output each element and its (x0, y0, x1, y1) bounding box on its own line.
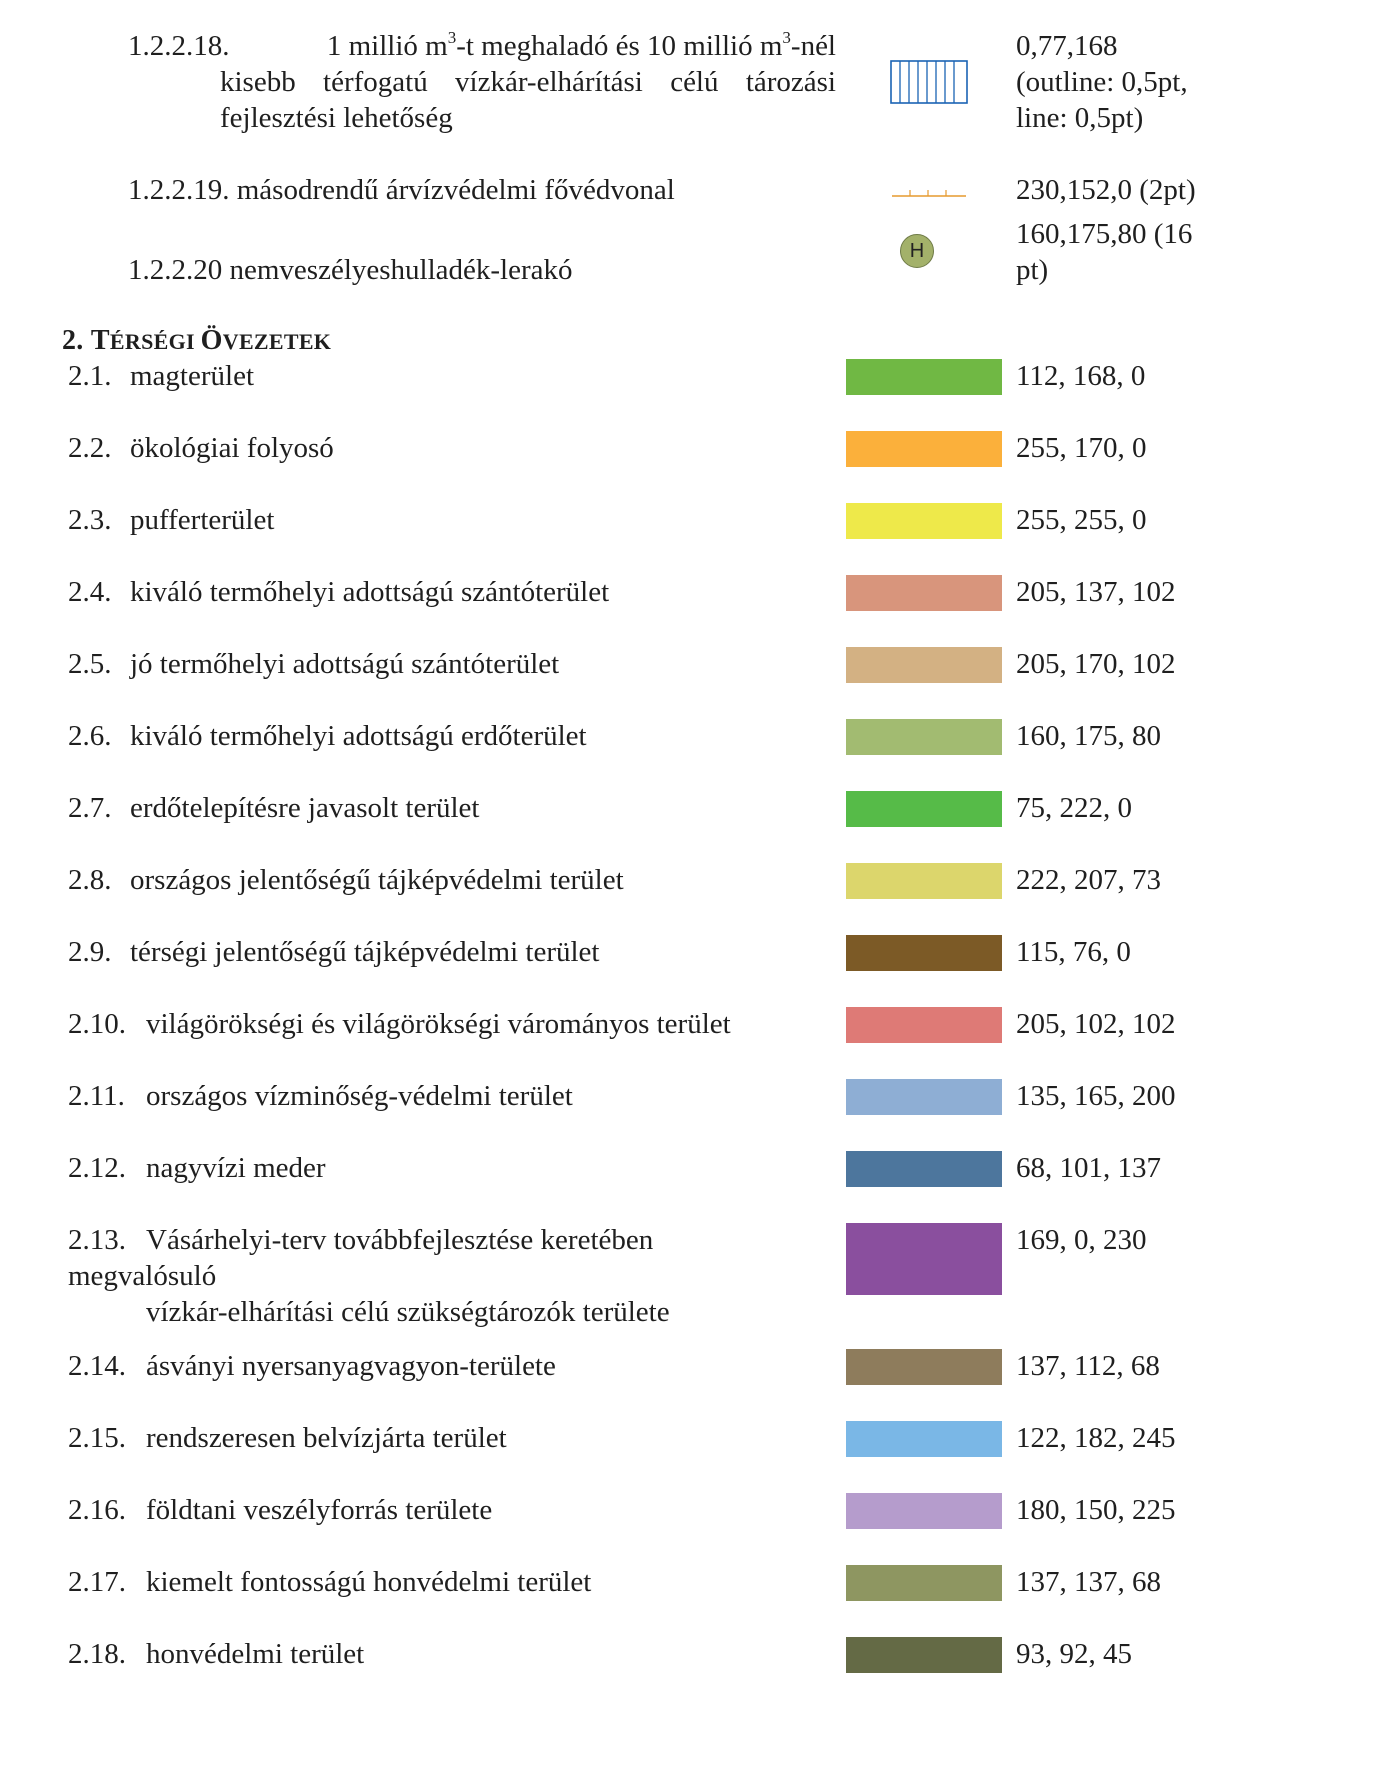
zone-rgb-value: 205, 137, 102 (1016, 576, 1176, 608)
zone-label: Vásárhelyi-terv továbbfejlesztése kereté… (146, 1224, 654, 1256)
zone-label: világörökségi és világörökségi várományo… (146, 1008, 731, 1040)
zone-rgb-value: 205, 102, 102 (1016, 1008, 1176, 1040)
waste-site-symbol-icon: H (900, 234, 934, 268)
item-18-text-line2: kisebb térfogatú vízkár-elhárítási célú … (220, 66, 836, 98)
item-18-value-line3: line: 0,5pt) (1016, 102, 1144, 134)
item-18-text-line1: 1 millió m3-t meghaladó és 10 millió m3-… (326, 28, 836, 62)
zone-label: magterület (130, 360, 255, 392)
zone-rgb-value: 137, 112, 68 (1016, 1350, 1160, 1382)
zone-number: 2.4. (68, 576, 112, 608)
zone-label: erdőtelepítésre javasolt terület (130, 792, 480, 824)
zone-color-swatch (846, 575, 1002, 611)
zone-rgb-value: 135, 165, 200 (1016, 1080, 1176, 1112)
item-19-value: 230,152,0 (2pt) (1016, 174, 1196, 206)
zone-color-swatch (846, 791, 1002, 827)
zone-label: kiváló termőhelyi adottságú erdőterület (130, 720, 587, 752)
zone-color-swatch (846, 503, 1002, 539)
zone-rgb-value: 112, 168, 0 (1016, 360, 1146, 392)
zone-color-swatch (846, 1493, 1002, 1529)
zone-label: honvédelmi terület (146, 1638, 365, 1670)
zone-number: 2.13. (68, 1224, 126, 1256)
zone-label-line2: megvalósuló (68, 1260, 217, 1292)
zone-label: nagyvízi meder (146, 1152, 326, 1184)
zone-color-swatch (846, 1421, 1002, 1457)
zone-number: 2.11. (68, 1080, 125, 1112)
zone-rgb-value: 122, 182, 245 (1016, 1422, 1176, 1454)
zone-number: 2.7. (68, 792, 112, 824)
section-heading: 2. TÉRSÉGI ÖVEZETEK (62, 325, 332, 356)
zone-number: 2.9. (68, 936, 112, 968)
zone-label: kiváló termőhelyi adottságú szántóterüle… (130, 576, 610, 608)
zone-label: országos vízminőség-védelmi terület (146, 1080, 573, 1112)
zone-number: 2.17. (68, 1566, 126, 1598)
zone-rgb-value: 169, 0, 230 (1016, 1224, 1147, 1256)
dike-line-symbol-icon (892, 190, 966, 197)
zone-number: 2.15. (68, 1422, 126, 1454)
zone-color-swatch (846, 1349, 1002, 1385)
zone-color-swatch (846, 863, 1002, 899)
zone-number: 2.16. (68, 1494, 126, 1526)
zone-number: 2.6. (68, 720, 112, 752)
item-20-value-line1: 160,175,80 (16 (1016, 218, 1193, 250)
zone-label: pufferterület (130, 504, 275, 536)
zone-label: ökológiai folyosó (130, 432, 334, 464)
zone-color-swatch (846, 1151, 1002, 1187)
zone-number: 2.2. (68, 432, 112, 464)
zone-rgb-value: 205, 170, 102 (1016, 648, 1176, 680)
zone-rgb-value: 68, 101, 137 (1016, 1152, 1161, 1184)
zone-rgb-value: 137, 137, 68 (1016, 1566, 1161, 1598)
zone-number: 2.12. (68, 1152, 126, 1184)
zone-number: 2.14. (68, 1350, 126, 1382)
zone-color-swatch (846, 1637, 1002, 1673)
zone-rgb-value: 222, 207, 73 (1016, 864, 1161, 896)
item-18-value-line1: 0,77,168 (1016, 30, 1118, 62)
zone-label: térségi jelentőségű tájképvédelmi terüle… (130, 936, 600, 968)
item-18-value-line2: (outline: 0,5pt, (1016, 66, 1188, 98)
item-20-label: 1.2.2.20 nemveszélyeshulladék-lerakó (128, 254, 573, 286)
zone-number: 2.1. (68, 360, 112, 392)
zone-rgb-value: 180, 150, 225 (1016, 1494, 1176, 1526)
zone-rgb-value: 115, 76, 0 (1016, 936, 1131, 968)
zone-number: 2.8. (68, 864, 112, 896)
hatched-reservoir-symbol-icon (890, 60, 968, 104)
zone-color-swatch (846, 1079, 1002, 1115)
zone-color-swatch (846, 1565, 1002, 1601)
zone-rgb-value: 75, 222, 0 (1016, 792, 1132, 824)
item-18-number: 1.2.2.18. (128, 30, 230, 62)
zone-number: 2.18. (68, 1638, 126, 1670)
zone-color-swatch (846, 431, 1002, 467)
zone-color-swatch (846, 359, 1002, 395)
zone-rgb-value: 93, 92, 45 (1016, 1638, 1132, 1670)
zone-number: 2.5. (68, 648, 112, 680)
item-19-label: 1.2.2.19. másodrendű árvízvédelmi fővédv… (128, 174, 675, 206)
zone-label: kiemelt fontosságú honvédelmi terület (146, 1566, 592, 1598)
zone-color-swatch (846, 719, 1002, 755)
zone-color-swatch (846, 1223, 1002, 1295)
item-18-line1: 1.2.2.18. 1 millió m3-t meghaladó és 10 … (128, 28, 836, 65)
item-18-text-line3: fejlesztési lehetőség (220, 102, 453, 134)
zone-color-swatch (846, 935, 1002, 971)
zone-label: rendszeresen belvízjárta terület (146, 1422, 507, 1454)
zone-label-line3: vízkár-elhárítási célú szükségtározók te… (146, 1296, 670, 1328)
zone-number: 2.3. (68, 504, 112, 536)
zone-color-swatch (846, 1007, 1002, 1043)
zone-label: földtani veszélyforrás területe (146, 1494, 493, 1526)
zone-label: jó termőhelyi adottságú szántóterület (130, 648, 560, 680)
zone-rgb-value: 160, 175, 80 (1016, 720, 1161, 752)
zone-color-swatch (846, 647, 1002, 683)
zone-number: 2.10. (68, 1008, 126, 1040)
item-20-value-line2: pt) (1016, 254, 1049, 286)
zone-label: ásványi nyersanyagvagyon-területe (146, 1350, 556, 1382)
zone-rgb-value: 255, 255, 0 (1016, 504, 1147, 536)
zone-rgb-value: 255, 170, 0 (1016, 432, 1147, 464)
zone-label: országos jelentőségű tájképvédelmi terül… (130, 864, 624, 896)
